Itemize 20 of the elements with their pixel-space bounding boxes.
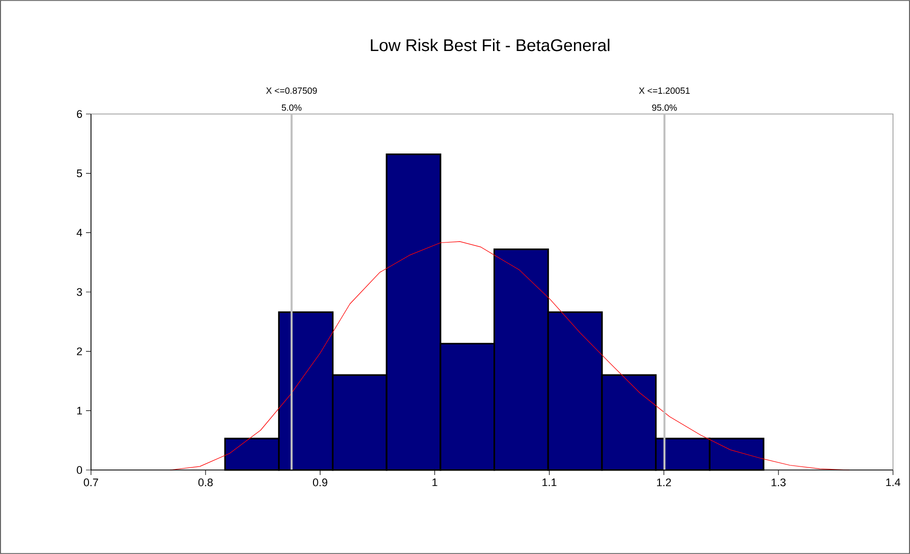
ref-line-label: X <=1.20051 xyxy=(638,87,690,94)
y-tick-label: 4 xyxy=(76,228,82,236)
y-tick-label: 0 xyxy=(76,466,82,474)
y-tick-label: 1 xyxy=(77,406,82,414)
y-tick-label: 6 xyxy=(76,110,82,118)
x-tick-label: 1 xyxy=(432,478,438,486)
y-tick-label: 5 xyxy=(76,170,82,178)
annotation: 5.0% xyxy=(282,104,302,111)
x-tick-label: 1.2 xyxy=(657,478,671,486)
x-tick-label: 1.4 xyxy=(886,478,900,486)
x-tick-label: 0.9 xyxy=(312,478,328,486)
x-tick-label: 0.7 xyxy=(84,478,98,486)
x-tick-label: 0.8 xyxy=(198,478,213,486)
x-tick-label: 1.3 xyxy=(772,478,786,486)
x-tick-label: 1.1 xyxy=(542,478,556,486)
ref-line-label: X <=0.87509 xyxy=(266,87,317,94)
annotation: 95.0% xyxy=(652,104,677,111)
chart-title: Low Risk Best Fit - BetaGeneral xyxy=(370,38,610,52)
y-tick-label: 3 xyxy=(76,288,82,296)
y-tick-label: 2 xyxy=(76,348,82,356)
